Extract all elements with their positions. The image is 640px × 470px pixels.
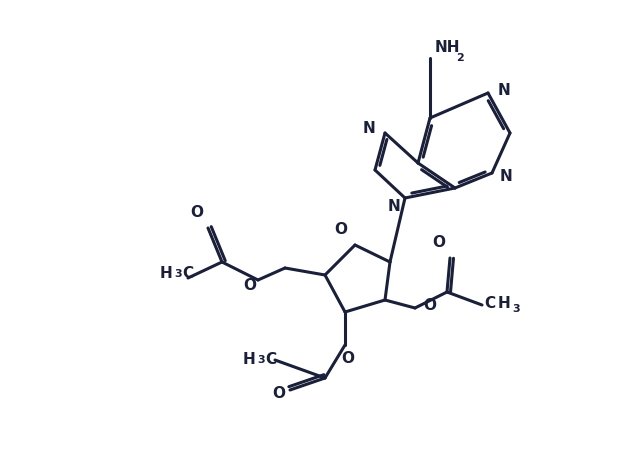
Text: NH: NH bbox=[435, 40, 461, 55]
Text: O: O bbox=[243, 277, 256, 292]
Text: O: O bbox=[423, 298, 436, 313]
Text: H: H bbox=[243, 352, 256, 368]
Text: 3: 3 bbox=[512, 304, 520, 314]
Text: H: H bbox=[498, 296, 511, 311]
Text: C: C bbox=[265, 352, 276, 368]
Text: O: O bbox=[272, 386, 285, 401]
Text: N: N bbox=[498, 83, 511, 97]
Text: N: N bbox=[500, 169, 513, 183]
Text: O: O bbox=[190, 205, 203, 220]
Text: N: N bbox=[362, 120, 375, 135]
Text: 3: 3 bbox=[257, 355, 264, 365]
Text: O: O bbox=[432, 235, 445, 250]
Text: H: H bbox=[160, 266, 173, 282]
Text: 3: 3 bbox=[174, 269, 182, 279]
Text: C: C bbox=[182, 266, 193, 282]
Text: O: O bbox=[334, 222, 347, 237]
Text: C: C bbox=[484, 296, 495, 311]
Text: N: N bbox=[387, 198, 400, 213]
Text: 2: 2 bbox=[456, 53, 464, 63]
Text: O: O bbox=[342, 351, 355, 366]
